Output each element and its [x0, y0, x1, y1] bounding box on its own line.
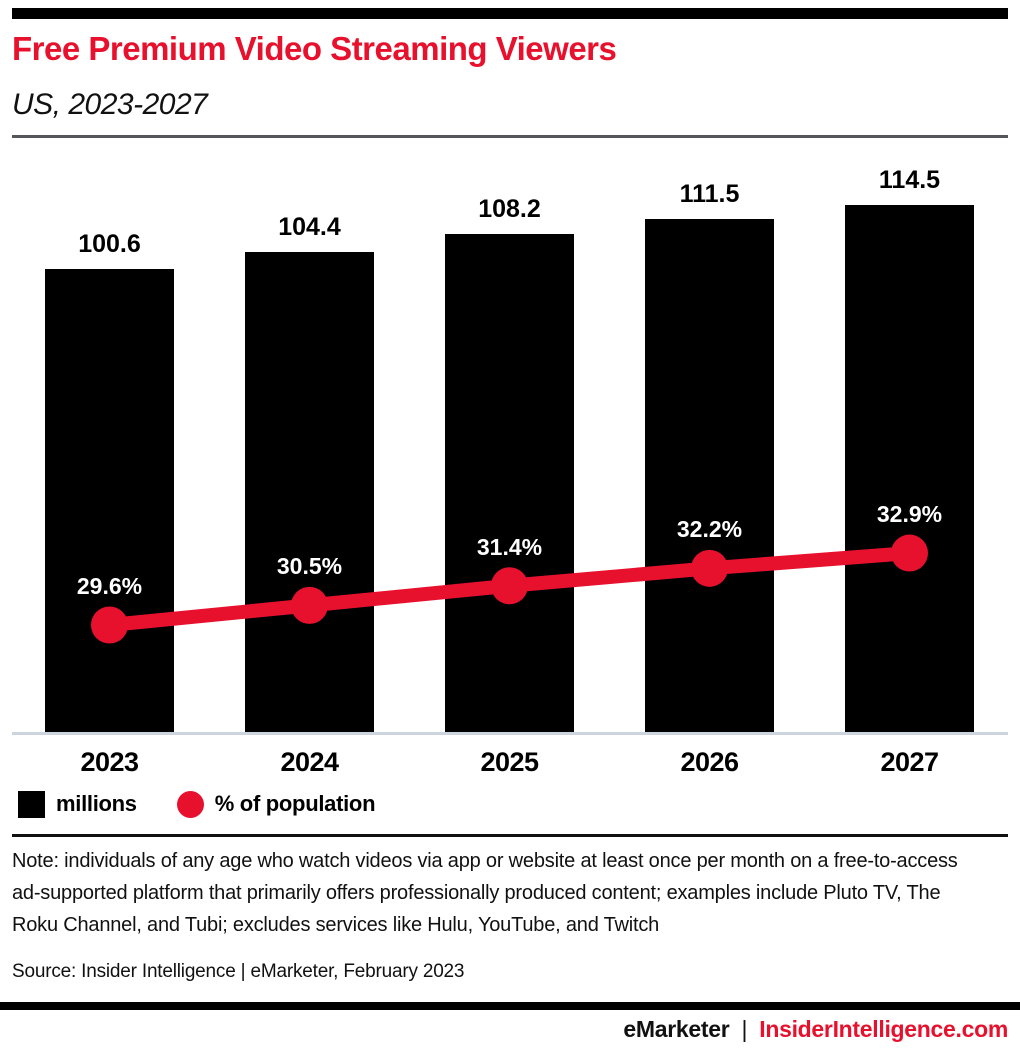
- pct-label-2025: 31.4%: [476, 533, 543, 560]
- header-divider: [12, 135, 1008, 138]
- legend-label-pct-of-population: % of population: [214, 791, 376, 816]
- year-label-2026: 2026: [680, 747, 739, 777]
- bar-2024: [245, 252, 374, 732]
- legend-label-millions: millions: [56, 791, 137, 816]
- bar-2027: [845, 205, 974, 732]
- pct-label-2024: 30.5%: [276, 553, 343, 580]
- source-text: Source: Insider Intelligence | eMarketer…: [12, 961, 465, 982]
- year-label-2023: 2023: [80, 747, 139, 777]
- pct-label-2027: 32.9%: [876, 501, 943, 528]
- pct-label-2026: 32.2%: [676, 516, 743, 543]
- line-series-swatch-icon: [176, 790, 204, 818]
- chart-legend: millions % of population: [12, 789, 1008, 819]
- x-axis-labels: 2023 2024 2025 2026 2027: [12, 735, 1008, 785]
- footer-site-url: InsiderIntelligence.com: [759, 1016, 1008, 1042]
- bottom-accent-bar: [0, 1002, 1020, 1010]
- footer-brand-emarketer: eMarketer: [623, 1016, 730, 1042]
- bar-series-swatch-icon: [18, 790, 45, 818]
- bar-value-label-2024: 104.4: [278, 213, 341, 241]
- combo-chart-plot-area: 100.6 104.4 108.2 111.5 114.5 29.6% 30.5% 31.4%…: [12, 156, 1008, 735]
- pct-label-2023: 29.6%: [76, 573, 143, 599]
- chart-page: Free Premium Video Streaming Viewers US,…: [0, 8, 1020, 983]
- bar-value-label-2027: 114.5: [878, 166, 941, 194]
- year-label-2025: 2025: [480, 747, 539, 777]
- note-text: Note: individuals of any age who watch v…: [12, 850, 958, 936]
- bar-2025: [445, 234, 574, 732]
- page-subtitle: US, 2023-2027: [12, 88, 208, 121]
- footer-separator: |: [741, 1016, 748, 1042]
- bar-2026: [645, 219, 774, 732]
- bar-value-label-2025: 108.2: [478, 195, 541, 223]
- top-accent-bar: [12, 8, 1008, 19]
- footer-branding: eMarketer | InsiderIntelligence.com: [12, 1016, 1008, 1043]
- note-divider: [12, 834, 1008, 837]
- page-title: Free Premium Video Streaming Viewers: [12, 30, 617, 67]
- bar-value-label-2023: 100.6: [78, 230, 141, 258]
- year-label-2027: 2027: [880, 747, 939, 777]
- bar-value-label-2026: 111.5: [679, 180, 740, 208]
- year-label-2024: 2024: [280, 747, 339, 777]
- bar-2023: [45, 269, 174, 732]
